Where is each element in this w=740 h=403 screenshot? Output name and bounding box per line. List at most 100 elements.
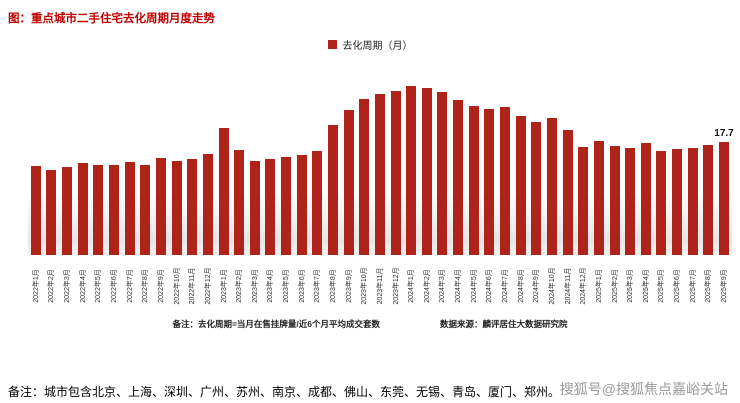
x-axis-label-text: 2023年8月 — [329, 268, 337, 303]
last-value-label: 17.7 — [714, 128, 734, 140]
x-axis-label-text: 2022年12月 — [204, 266, 212, 305]
bar — [109, 165, 120, 255]
bar — [640, 143, 651, 255]
x-axis-label: 2025年4月 — [638, 257, 654, 314]
x-axis-label-text: 2025年6月 — [674, 268, 682, 303]
x-axis-label: 2023年4月 — [263, 257, 279, 314]
bar — [562, 130, 573, 255]
bar — [187, 158, 198, 255]
x-axis-label-text: 2023年5月 — [283, 268, 291, 303]
bar-slot — [529, 83, 545, 255]
bar-slot — [278, 83, 294, 255]
bar-slot — [607, 83, 623, 255]
x-axis-label-text: 2023年2月 — [236, 268, 244, 303]
x-axis-label: 2025年2月 — [607, 257, 623, 314]
bar — [359, 98, 370, 255]
x-axis-label: 2024年3月 — [435, 257, 451, 314]
bar-slot — [294, 83, 310, 255]
x-axis-label: 2025年7月 — [685, 257, 701, 314]
bar — [77, 163, 88, 255]
x-axis-label-text: 2023年12月 — [392, 266, 400, 305]
bar-slot — [435, 83, 451, 255]
x-axis-label-text: 2025年1月 — [595, 268, 603, 303]
x-axis-label-text: 2024年2月 — [423, 268, 431, 303]
bar — [93, 164, 104, 255]
bar — [234, 150, 245, 255]
bar-slot — [184, 83, 200, 255]
bar-slot — [638, 83, 654, 255]
x-axis-label-text: 2022年4月 — [79, 268, 87, 303]
x-axis-label-text: 2022年9月 — [157, 268, 165, 303]
bar-slot — [200, 83, 216, 255]
bar — [296, 154, 307, 255]
bar — [390, 90, 401, 255]
bar — [609, 145, 620, 255]
bar-slot — [122, 83, 138, 255]
x-axis-label: 2025年8月 — [701, 257, 717, 314]
bar — [312, 151, 323, 255]
legend: 去化周期（月） — [0, 37, 740, 52]
bar — [155, 158, 166, 255]
bar-slot — [137, 83, 153, 255]
x-axis-label-text: 2024年3月 — [439, 268, 447, 303]
x-axis-label: 2023年7月 — [310, 257, 326, 314]
x-axis-label: 2023年6月 — [294, 257, 310, 314]
x-axis-label: 2022年7月 — [122, 257, 138, 314]
x-axis-label: 2025年1月 — [591, 257, 607, 314]
x-axis-label: 2023年3月 — [247, 257, 263, 314]
bar-slot — [701, 83, 717, 255]
bar-slot — [28, 83, 44, 255]
bar — [374, 94, 385, 255]
bar-slot — [388, 83, 404, 255]
x-axis-label-text: 2022年8月 — [142, 268, 150, 303]
bar — [265, 158, 276, 255]
bar-slot — [216, 83, 232, 255]
x-axis-label: 2024年8月 — [513, 257, 529, 314]
x-axis-label-text: 2024年12月 — [580, 266, 588, 305]
bar — [124, 162, 135, 255]
bar — [249, 160, 260, 255]
chart-title: 图：重点城市二手住宅去化周期月度走势 — [8, 13, 215, 25]
x-axis-label: 2023年9月 — [341, 257, 357, 314]
x-axis-label-text: 2024年10月 — [548, 266, 556, 305]
bar — [515, 116, 526, 255]
chart-notes-row: 备注：去化周期=当月在售挂牌量/近6个月平均成交套数 数据来源：麟评居住大数据研… — [0, 318, 740, 330]
x-axis-label: 2022年11月 — [184, 257, 200, 314]
x-axis-label-text: 2025年9月 — [721, 268, 728, 303]
x-axis-label-text: 2025年2月 — [611, 268, 619, 303]
bar — [500, 107, 511, 255]
bar — [140, 165, 151, 255]
bar — [593, 140, 604, 255]
x-axis-label-text: 2024年7月 — [502, 268, 510, 303]
x-axis-label: 2022年1月 — [28, 257, 44, 314]
x-axis-label-text: 2023年1月 — [220, 268, 228, 303]
bar — [468, 105, 479, 255]
bar-slot — [44, 83, 60, 255]
watermark: 搜狐号@搜狐焦点嘉峪关站 — [559, 381, 728, 397]
x-axis-label: 2022年5月 — [91, 257, 107, 314]
x-axis-label-text: 2022年2月 — [48, 268, 56, 303]
bar — [171, 160, 182, 255]
bar-slot — [513, 83, 529, 255]
bar — [343, 109, 354, 255]
x-axis-label-text: 2025年3月 — [627, 268, 635, 303]
legend-swatch-icon — [327, 40, 337, 49]
bar-slot — [591, 83, 607, 255]
x-axis-label-text: 2022年6月 — [111, 268, 119, 303]
x-axis-label: 2024年7月 — [497, 257, 513, 314]
x-axis-label-text: 2024年1月 — [408, 268, 416, 303]
data-source-note: 数据来源：麟评居住大数据研究院 — [440, 319, 568, 329]
x-axis-label: 2022年8月 — [137, 257, 153, 314]
x-axis-label: 2024年2月 — [419, 257, 435, 314]
bar-slot — [372, 83, 388, 255]
chart-footnote: 备注：去化周期=当月在售挂牌量/近6个月平均成交套数 — [172, 319, 381, 329]
x-axis-label: 2023年1月 — [216, 257, 232, 314]
bar-slot: 17.7 — [714, 83, 734, 255]
x-axis-label: 2023年10月 — [356, 257, 372, 314]
bar — [531, 122, 542, 255]
x-axis-label-text: 2024年6月 — [486, 268, 494, 303]
bar — [421, 88, 432, 255]
bar-slot — [325, 83, 341, 255]
bar — [484, 109, 495, 255]
